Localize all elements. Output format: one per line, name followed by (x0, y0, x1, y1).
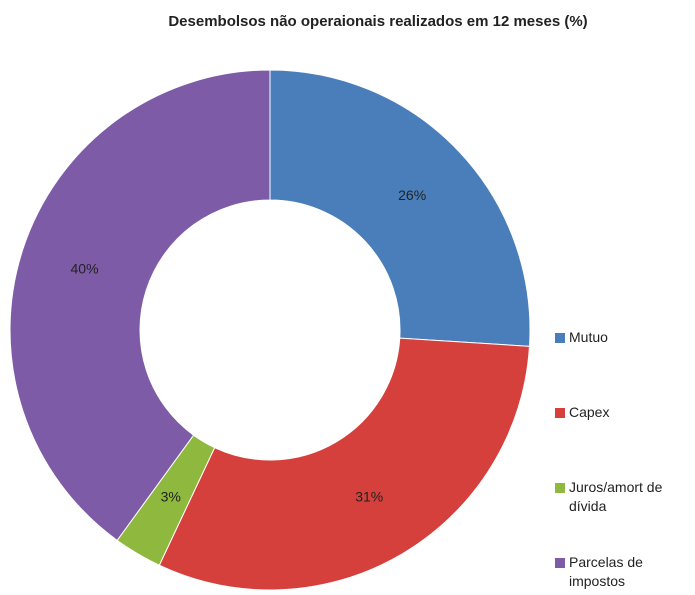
data-label: 26% (398, 187, 426, 203)
legend-label: Capex (569, 404, 610, 420)
legend-swatch (555, 333, 565, 343)
data-label: 3% (161, 489, 181, 505)
legend-label: Mutuo (569, 329, 608, 345)
slice (9, 69, 271, 542)
legend-entry: Parcelas de impostos (555, 553, 695, 591)
legend-swatch (555, 408, 565, 418)
legend-swatch (555, 558, 565, 568)
legend-swatch (555, 483, 565, 493)
chart-title: Desembolsos não operaionais realizados e… (168, 13, 587, 30)
data-label: 31% (355, 489, 383, 505)
data-label: 40% (71, 260, 99, 276)
legend-entry: Juros/amort de dívida (555, 478, 695, 516)
legend-entry: Mutuo (555, 328, 695, 347)
legend-label: Parcelas de impostos (569, 554, 643, 589)
legend-entry: Capex (555, 403, 695, 422)
slice (158, 337, 531, 591)
legend-label: Juros/amort de dívida (569, 479, 663, 514)
slice (269, 69, 531, 347)
